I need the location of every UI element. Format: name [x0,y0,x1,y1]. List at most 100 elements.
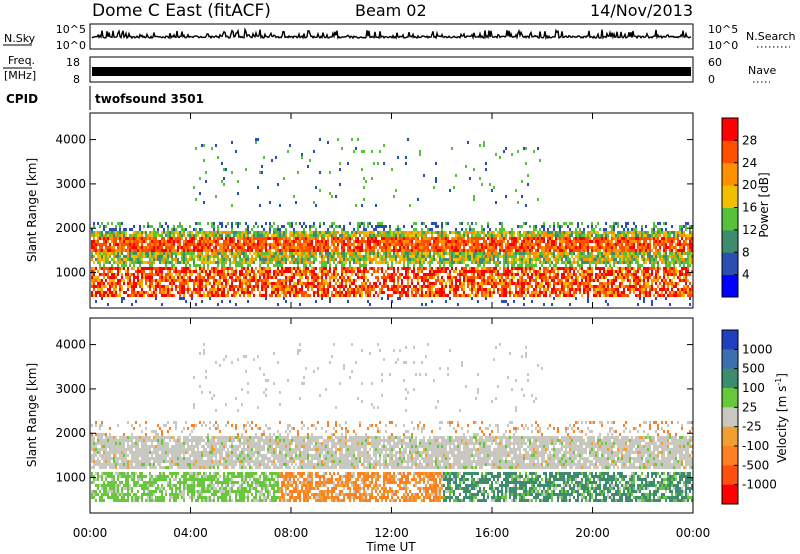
heatmap-cell [503,228,505,231]
heatmap-cell [371,252,373,255]
heatmap-cell [289,240,291,243]
heatmap-cell [433,252,435,255]
heatmap-cell [233,246,235,249]
heatmap-cell [433,246,435,249]
heatmap-cell [327,255,329,258]
heatmap-cell [507,285,509,288]
heatmap-cell [515,249,517,252]
heatmap-cell [323,264,325,267]
heatmap-cell [253,279,255,282]
heatmap-cell [103,273,105,276]
heatmap-cell [519,279,521,282]
heatmap-cell [117,258,119,261]
heatmap-cell [157,270,159,273]
heatmap-cell [489,243,491,246]
heatmap-cell [175,231,177,234]
heatmap-cell [435,282,437,285]
heatmap-cell [173,264,175,267]
heatmap-cell [211,261,213,264]
heatmap-cell [563,291,565,294]
heatmap-cell [237,243,239,246]
heatmap-cell [229,264,231,267]
heatmap-cell [169,273,171,276]
heatmap-cell [359,234,361,237]
heatmap-cell [377,276,379,279]
heatmap-cell [289,255,291,258]
heatmap-cell [197,276,199,279]
heatmap-cell [567,285,569,288]
heatmap-cell [445,294,447,297]
heatmap-cell [183,267,185,270]
heatmap-cell [359,285,361,288]
heatmap-cell [185,282,187,285]
heatmap-cell [415,231,417,234]
heatmap-cell [107,249,109,252]
heatmap-cell [485,246,487,249]
heatmap-cell [339,252,341,255]
heatmap-cell [517,252,519,255]
heatmap-cell [263,231,265,234]
heatmap-cell [265,246,267,249]
heatmap-cell [157,246,159,249]
heatmap-cell [389,249,391,252]
heatmap-cell [283,282,285,285]
heatmap-cell [127,279,129,282]
heatmap-cell [315,237,317,240]
heatmap-cell [369,258,371,261]
heatmap-cell [159,273,161,276]
heatmap-cell [429,288,431,291]
heatmap-cell [245,282,247,285]
heatmap-cell [311,243,313,246]
heatmap-cell [229,273,231,276]
heatmap-cell [493,252,495,255]
heatmap-cell [379,150,381,153]
heatmap-cell [227,237,229,240]
heatmap-cell [147,225,149,228]
heatmap-cell [213,240,215,243]
heatmap-cell [401,285,403,288]
heatmap-cell [227,270,229,273]
heatmap-cell [217,228,219,231]
heatmap-cell [323,294,325,297]
heatmap-cell [141,237,143,240]
heatmap-cell [355,246,357,249]
heatmap-cell [593,288,595,291]
heatmap-cell [169,255,171,258]
heatmap-cell [215,279,217,282]
heatmap-cell [409,276,411,279]
heatmap-cell [459,258,461,261]
heatmap-cell [495,153,497,156]
heatmap-cell [333,228,335,231]
heatmap-cell [135,249,137,252]
heatmap-cell [171,285,173,288]
heatmap-cell [327,234,329,237]
heatmap-cell [447,294,449,297]
heatmap-cell [219,222,221,225]
heatmap-cell [271,261,273,264]
heatmap-cell [391,258,393,261]
heatmap-cell [435,267,437,270]
heatmap-cell [199,264,201,267]
heatmap-cell [343,267,345,270]
heatmap-cell [337,252,339,255]
heatmap-cell [155,249,157,252]
heatmap-cell [483,267,485,270]
heatmap-cell [365,249,367,252]
heatmap-cell [339,288,341,291]
heatmap-cell [525,264,527,267]
heatmap-cell [567,276,569,279]
heatmap-cell [321,282,323,285]
heatmap-cell [497,291,499,294]
heatmap-cell [217,258,219,261]
heatmap-cell [355,237,357,240]
heatmap-cell [317,285,319,288]
heatmap-cell [171,246,173,249]
heatmap-cell [591,231,593,234]
heatmap-cell [397,234,399,237]
heatmap-cell [323,234,325,237]
heatmap-cell [461,270,463,273]
heatmap-cell [361,291,363,294]
heatmap-cell [147,252,149,255]
heatmap-cell [251,291,253,294]
heatmap-cell [511,264,513,267]
